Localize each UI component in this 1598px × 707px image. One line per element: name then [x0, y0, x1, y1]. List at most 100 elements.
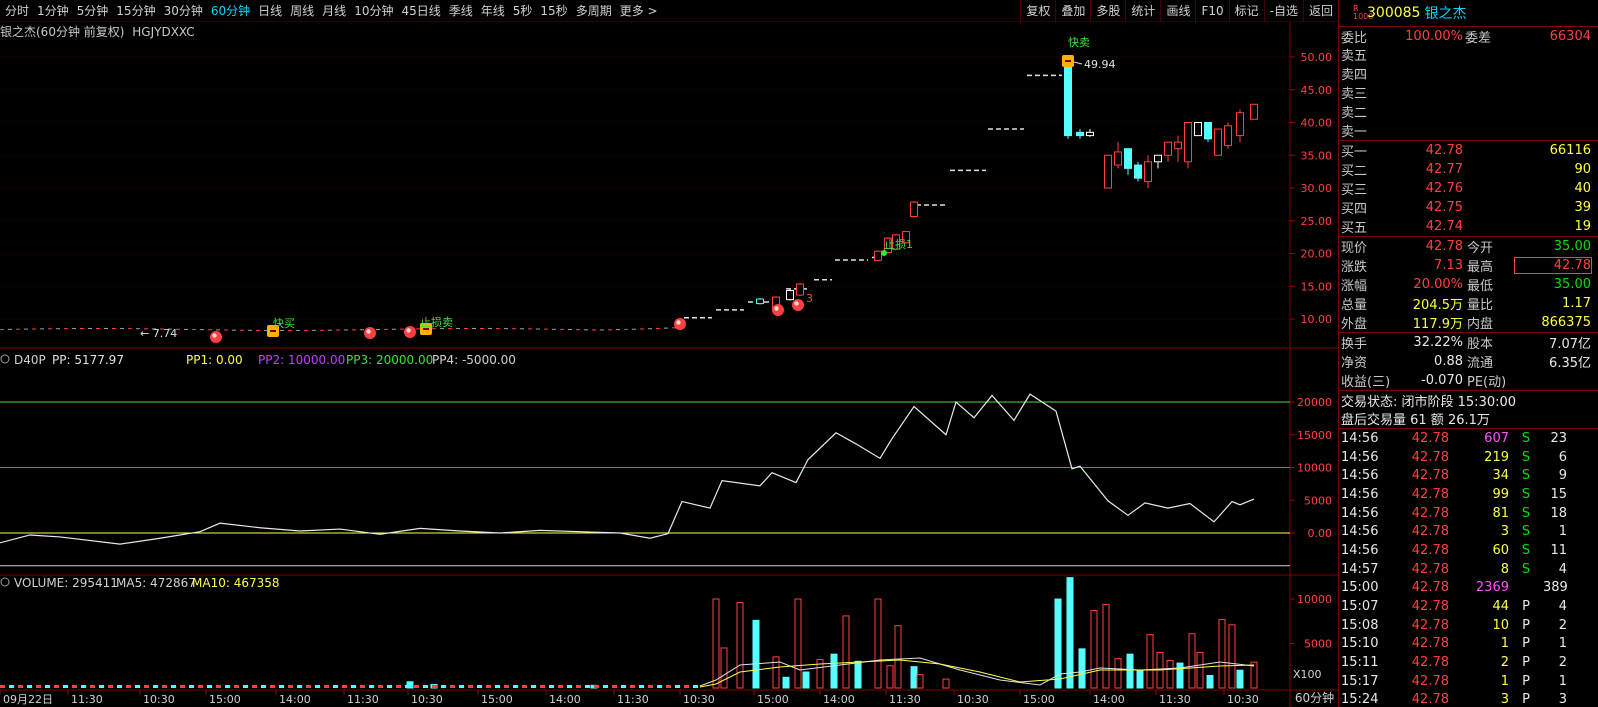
sell-label: 卖三	[1341, 87, 1368, 102]
vol-tick-label: 5000	[1304, 638, 1332, 651]
signal-marker-3-shine	[676, 320, 681, 325]
tick-side: P	[1522, 617, 1530, 633]
tick-list[interactable]: 14:56 42.78 607 S 23 14:56 42.78 219 S 6 14:56 42.7…	[1339, 428, 1598, 707]
chart-title: 银之杰(60分钟 前复权) HGJYDXXC	[0, 23, 195, 39]
period-tabs: 分时 1分钟 5分钟 15分钟 30分钟 60分钟 日线 周线 月线 10分钟 45日线 季线 年线 5秒…	[0, 0, 663, 22]
buy-label: 买二	[1341, 164, 1368, 179]
sell-label: 卖二	[1341, 106, 1368, 121]
stat2-row-1: 净资 0.88 流通 6.35亿	[1339, 352, 1598, 371]
tool-button-7[interactable]: -自选	[1263, 0, 1303, 22]
buy-volume: 66116	[1549, 143, 1591, 158]
price-tick-label: 10.00	[1301, 313, 1333, 326]
chart-subtitle: HGJYDXXC	[132, 25, 195, 39]
marker-label: 快买	[273, 317, 295, 330]
tool-button-8[interactable]: 返回	[1302, 0, 1338, 22]
tick-count: 1	[1558, 636, 1567, 652]
period-tab-12[interactable]: 年线	[480, 3, 505, 18]
period-tab-2[interactable]: 5分钟	[76, 3, 109, 18]
period-tab-15[interactable]: 多周期	[575, 3, 612, 18]
candle-body	[884, 237, 892, 253]
volume-bar	[1228, 624, 1236, 689]
candle-body	[1204, 122, 1212, 140]
period-tab-6[interactable]: 日线	[258, 3, 283, 18]
tick-price: 42.78	[1411, 486, 1449, 502]
tick-count: 389	[1543, 580, 1568, 596]
volume-bar	[1136, 669, 1144, 689]
volume-bar-small	[207, 685, 212, 688]
period-tab-11[interactable]: 季线	[448, 3, 473, 18]
indicator-value: PP: 5177.97	[52, 353, 124, 367]
volume-bar-small	[99, 685, 104, 688]
volume-bar-small	[342, 685, 347, 688]
period-tab-0[interactable]: 分时	[5, 3, 30, 18]
stat2-value: 32.22%	[1413, 335, 1463, 350]
tick-price: 42.78	[1411, 599, 1449, 615]
period-tab-13[interactable]: 5秒	[512, 3, 533, 18]
stock-name: 银之杰	[1424, 6, 1467, 22]
tick-price: 42.78	[1411, 430, 1449, 446]
period-tab-7[interactable]: 周线	[290, 3, 315, 18]
tick-volume: 607	[1484, 430, 1509, 446]
period-label[interactable]: 60分钟	[1294, 691, 1335, 705]
volume-bar-small	[693, 685, 698, 688]
period-tab-5[interactable]: 60分钟	[210, 3, 251, 18]
volume-bar-small	[405, 685, 410, 688]
volume-bar-small	[495, 685, 500, 688]
stat2-label: 收益(三)	[1341, 375, 1391, 390]
tick-volume: 81	[1492, 505, 1509, 521]
price-tick-label: 40.00	[1301, 117, 1333, 130]
stat-label-2: 最低	[1467, 279, 1494, 294]
price-tick-label: 35.00	[1301, 149, 1333, 162]
volume-bar-small	[351, 685, 356, 688]
tool-button-1[interactable]: 叠加	[1055, 0, 1090, 22]
volume-bar	[1102, 603, 1110, 689]
volume-ma5: MA5: 472867	[116, 576, 196, 590]
stat2-value-2: 7.07亿	[1549, 337, 1591, 352]
volume-bar-small	[153, 685, 158, 688]
period-tab-14[interactable]: 15秒	[540, 3, 568, 18]
stat2-value-2: 6.35亿	[1549, 356, 1591, 371]
tool-button-2[interactable]: 多股	[1090, 0, 1125, 22]
tick-time: 14:56	[1341, 430, 1379, 446]
period-tab-1[interactable]: 1分钟	[37, 3, 69, 18]
volume-bar-small	[54, 685, 59, 688]
tool-button-3[interactable]: 统计	[1125, 0, 1160, 22]
tool-button-0[interactable]: 复权	[1020, 0, 1055, 22]
period-tab-9[interactable]: 10分钟	[354, 3, 394, 18]
volume-bar-small	[558, 685, 563, 688]
tick-count: 11	[1550, 542, 1567, 558]
volume-bar	[1066, 577, 1074, 689]
chart-tools: 复权 叠加 多股 统计 画线 F10 标记 -自选 返回	[1020, 0, 1338, 22]
indicator-value: PP2: 10000.00	[258, 353, 345, 367]
candle-body	[892, 234, 900, 250]
volume-bar-small	[324, 685, 329, 688]
stat-label: 总量	[1341, 298, 1368, 313]
tick-count: 2	[1558, 617, 1567, 633]
volume-bar	[1250, 661, 1258, 689]
tool-button-6[interactable]: 标记	[1228, 0, 1264, 22]
candle-body	[1124, 148, 1132, 169]
tick-volume: 3	[1500, 692, 1509, 707]
time-label: 10:30	[143, 693, 175, 706]
tick-time: 15:08	[1341, 617, 1379, 633]
period-tab-16[interactable]: 更多 >	[619, 3, 658, 18]
volume-bar-small	[225, 685, 230, 688]
volume-bar-small	[513, 685, 518, 688]
period-tab-3[interactable]: 15分钟	[116, 3, 156, 18]
period-tab-4[interactable]: 30分钟	[163, 3, 203, 18]
indicator-value: PP4: -5000.00	[432, 353, 516, 367]
volume-bar	[830, 653, 838, 689]
period-tab-8[interactable]: 月线	[322, 3, 347, 18]
buy-label: 买三	[1341, 183, 1368, 198]
wb-value: 100.00%	[1405, 28, 1463, 44]
marker-label: 3	[806, 292, 813, 305]
indicator-name: D40P	[14, 353, 46, 367]
tool-button-4[interactable]: 画线	[1160, 0, 1195, 22]
kline-chart-area[interactable]: 50.0045.0040.0035.0030.0025.0020.0015.00…	[0, 0, 1338, 707]
tick-time: 15:24	[1341, 692, 1379, 707]
tick-time: 14:56	[1341, 468, 1379, 484]
tool-button-5[interactable]: F10	[1195, 0, 1228, 22]
marker-dot	[881, 250, 887, 256]
period-tab-10[interactable]: 45日线	[401, 3, 441, 18]
